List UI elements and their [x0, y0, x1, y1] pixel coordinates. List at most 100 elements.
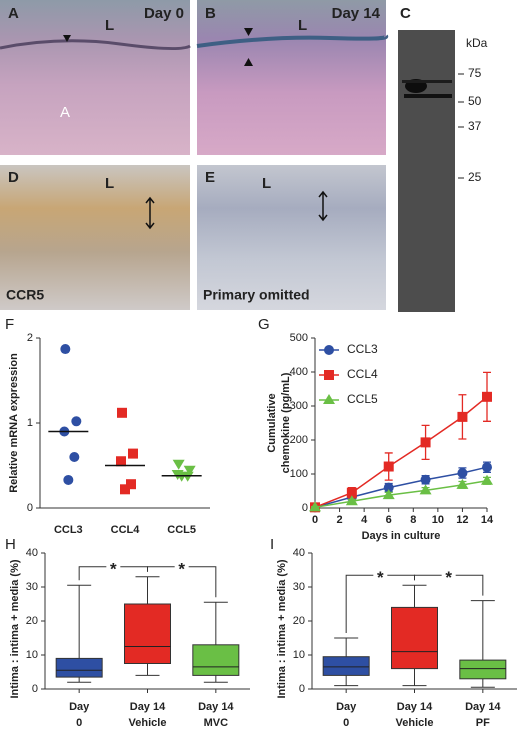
double-arrow: [145, 196, 155, 230]
x-tick-label: 6: [386, 514, 392, 526]
y-axis-label: Relative mRNA expression: [8, 353, 20, 493]
y-tick-label: 40: [26, 547, 38, 559]
point: [183, 465, 196, 476]
marker-label: 37: [468, 119, 482, 133]
box: [192, 644, 240, 676]
point: [456, 478, 469, 489]
y-tick-label: 20: [26, 615, 38, 627]
y-tick-label: 40: [293, 547, 305, 559]
y-tick-label: 100: [290, 468, 308, 480]
micrograph: [197, 0, 386, 155]
panel-label: F: [5, 316, 14, 333]
marker-label: 50: [468, 94, 482, 108]
point: [420, 437, 431, 448]
blot: [398, 30, 455, 312]
micrograph: [0, 165, 190, 310]
point: [172, 459, 185, 470]
point: [457, 467, 468, 478]
y-axis-label: chemokine (pg/mL): [280, 372, 292, 473]
arrowhead: [63, 35, 71, 42]
point: [482, 391, 492, 402]
x-tick-label: 8: [410, 514, 416, 526]
panel-label: E: [205, 169, 215, 186]
significance-bracket: [414, 574, 484, 596]
x-tick-label: Day 14: [198, 701, 234, 713]
legend-label: CCL3: [347, 342, 378, 356]
significance-bracket: [147, 566, 217, 598]
micrograph: [0, 0, 190, 155]
panel-label: G: [258, 316, 270, 333]
box: [55, 657, 103, 678]
y-tick-label: 0: [299, 683, 305, 695]
point: [63, 474, 74, 485]
whisker-high: [203, 601, 228, 645]
x-tick-label: CCL5: [167, 524, 196, 536]
point: [383, 482, 394, 493]
x-tick-label: CCL4: [111, 524, 141, 536]
y-tick-label: 30: [26, 581, 38, 593]
point: [382, 489, 395, 500]
point: [419, 484, 432, 495]
x-tick-label: Vehicle: [396, 717, 434, 729]
point: [482, 462, 492, 473]
y-tick-label: 10: [26, 649, 38, 661]
tissue-edge: [0, 39, 191, 51]
unit-label: kDa: [466, 36, 488, 50]
x-tick-label: Day 14: [130, 701, 166, 713]
whisker-low: [203, 675, 228, 683]
y-tick-label: 400: [290, 366, 308, 378]
x-tick-label: MVC: [204, 717, 229, 729]
caption: Primary omitted: [203, 287, 310, 303]
band: [402, 80, 452, 83]
y-tick-label: 30: [293, 581, 305, 593]
significance-label: *: [377, 568, 384, 587]
x-tick-label: 0: [76, 717, 82, 729]
x-tick-label: 0: [312, 514, 318, 526]
whisker-high: [135, 576, 160, 604]
series-line: [314, 480, 488, 509]
y-tick-label: 300: [290, 400, 308, 412]
tissue-edge: [196, 34, 389, 48]
caption: Day 14: [332, 5, 381, 22]
whisker-high: [334, 637, 359, 657]
panel-label: A: [8, 5, 19, 22]
panel-label: C: [400, 5, 411, 22]
point: [383, 461, 394, 472]
whisker-high: [470, 600, 495, 661]
x-tick-label: Vehicle: [129, 717, 167, 729]
caption: Day 0: [144, 5, 184, 22]
legend-marker: [323, 394, 335, 404]
panel-label: D: [8, 169, 19, 186]
point: [60, 344, 71, 355]
whisker-low: [135, 663, 160, 676]
panel-label: I: [270, 536, 274, 553]
y-tick-label: 0: [32, 683, 38, 695]
lumen-label: L: [105, 175, 114, 192]
y-axis-label: Cumulative: [266, 393, 278, 452]
point: [71, 416, 82, 427]
x-tick-label: 2: [337, 514, 343, 526]
panel-label: B: [205, 5, 216, 22]
x-tick-label: Day: [69, 701, 90, 713]
marker-label: 25: [468, 170, 482, 184]
whisker-low: [402, 668, 427, 687]
y-tick-label: 20: [293, 615, 305, 627]
point: [117, 407, 127, 418]
x-tick-label: Day 14: [397, 701, 433, 713]
legend-marker: [324, 345, 334, 355]
panel-label: H: [5, 536, 16, 553]
x-tick-label: 12: [456, 514, 468, 526]
legend-marker: [324, 370, 334, 380]
significance-label: *: [178, 559, 185, 578]
y-tick-label: 0: [27, 502, 33, 514]
point: [128, 448, 138, 459]
layer-label: A: [60, 104, 70, 121]
point: [420, 474, 431, 485]
y-tick-label: 500: [290, 332, 308, 344]
significance-label: *: [110, 559, 117, 578]
x-axis-label: Days in culture: [362, 530, 441, 542]
point: [126, 479, 136, 490]
band: [404, 94, 452, 98]
whisker-high: [402, 584, 427, 608]
